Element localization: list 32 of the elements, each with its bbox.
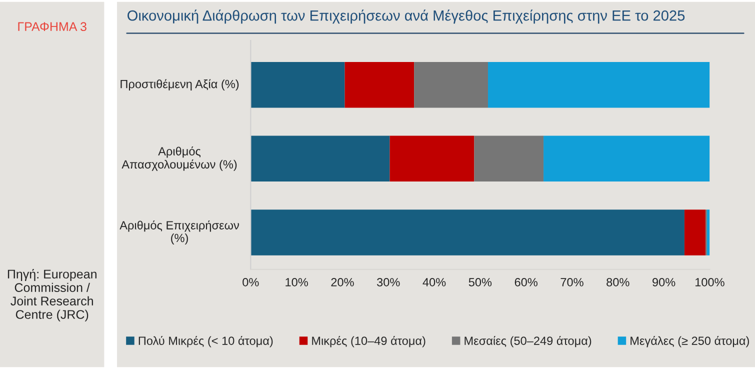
bar <box>544 136 710 182</box>
y-tick-label: Αριθμός Απασχολουμένων (%) <box>122 146 237 171</box>
legend-label: Μεσαίες (50–249 άτομα) <box>464 336 592 348</box>
bar <box>474 136 544 182</box>
bar <box>414 62 488 108</box>
x-tick-label: 100% <box>696 278 724 286</box>
text: Πηγή: European Commission / Joint Research Centre (JRC) <box>8 269 96 322</box>
bar <box>706 210 710 256</box>
y-tick-label: Προστιθέμενη Αξία (%) <box>120 79 239 91</box>
bar <box>488 62 710 108</box>
x-tick-label: 30% <box>377 278 400 286</box>
chart-title: Οικονομική Διάρθρωση των Επιχειρήσεων ανά Μέγεθος Επιχείρησης στην ΕΕ το 2025 <box>128 10 685 24</box>
x-tick-label: 20% <box>331 278 354 286</box>
x-tick-label: 80% <box>606 278 630 286</box>
bar <box>344 62 414 108</box>
x-tick-label: 70% <box>560 278 584 286</box>
bar <box>250 136 390 182</box>
x-tick-label: 60% <box>514 278 538 286</box>
legend-label: Πολύ Μικρές (< 10 άτομα) <box>138 336 273 348</box>
bar <box>250 210 684 256</box>
x-tick-label: 0% <box>242 278 259 286</box>
y-tick-label: Αριθμός Επιχειρήσεων (%) <box>120 220 239 244</box>
bar <box>250 62 345 108</box>
x-tick-label: 50% <box>468 278 492 286</box>
x-tick-label: 10% <box>286 278 308 286</box>
legend-label: Μεγάλες (≥ 250 άτομα) <box>630 336 749 348</box>
x-tick-label: 90% <box>652 278 676 286</box>
legend-label: Μικρές (10–49 άτομα) <box>312 336 426 348</box>
bar <box>390 136 474 182</box>
bar <box>684 210 706 256</box>
x-tick-label: 40% <box>422 278 446 286</box>
text: ΓΡΑΦΗΜΑ 3 <box>18 22 86 32</box>
